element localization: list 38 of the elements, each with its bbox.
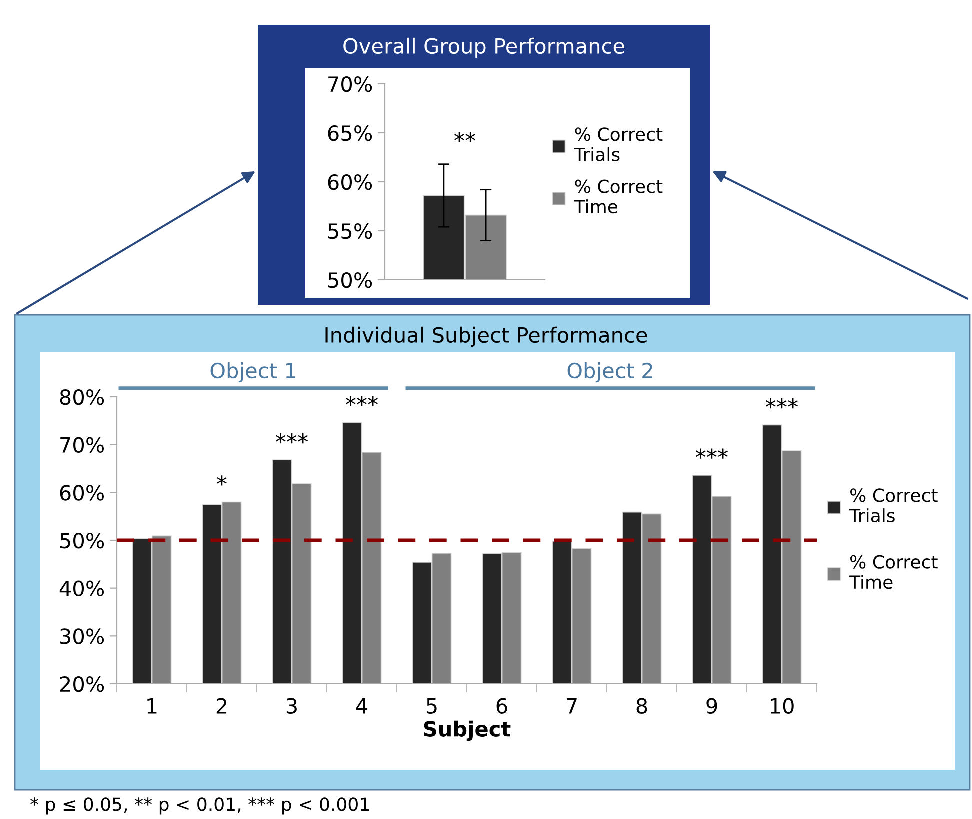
y-tick-label: 65%: [328, 125, 372, 142]
x-tick-label: 8: [636, 698, 648, 714]
y-tick-label: 30%: [60, 628, 104, 644]
y-tick-label: 50%: [328, 272, 372, 288]
legend-label: % Correct Trials: [849, 488, 938, 523]
x-tick-label: 6: [496, 698, 508, 714]
annotation: *: [217, 476, 227, 486]
legend-label: % Correct Time: [849, 555, 938, 590]
chart-title: Overall Group Performance: [344, 38, 624, 58]
annotation: ***: [346, 396, 378, 406]
y-tick-label: 20%: [60, 676, 104, 692]
legend-label: % Correct Time: [574, 180, 663, 214]
annotation: ***: [276, 433, 308, 444]
y-tick-label: 60%: [60, 485, 104, 501]
x-tick-label: 2: [216, 698, 227, 714]
text: Object 1: [210, 362, 296, 383]
annotation: ***: [766, 398, 798, 409]
y-tick-label: 60%: [328, 174, 372, 190]
x-tick-label: 7: [567, 698, 577, 714]
y-tick-label: 70%: [60, 437, 104, 454]
x-tick-label: 10: [771, 698, 794, 714]
text: Object 2: [568, 362, 652, 383]
annotation: ***: [696, 448, 728, 459]
x-tick-label: 1: [148, 698, 157, 714]
x-tick-label: 5: [426, 698, 437, 714]
x-tick-label: 9: [706, 698, 718, 714]
y-tick-label: 50%: [60, 532, 104, 549]
y-tick-label: 40%: [60, 580, 104, 597]
x-axis-title: Subject: [424, 720, 511, 742]
y-tick-label: 80%: [60, 389, 104, 406]
chart-title: Individual Subject Performance: [326, 326, 648, 348]
y-tick-label: 70%: [328, 76, 372, 92]
legend-label: % Correct Trials: [574, 128, 663, 162]
y-tick-label: 55%: [328, 223, 372, 240]
x-tick-label: 4: [356, 698, 368, 714]
x-tick-label: 3: [286, 698, 297, 714]
text: * p ≤ 0.05, ** p < 0.01, *** p < 0.001: [30, 798, 369, 815]
annotation: **: [454, 132, 476, 142]
